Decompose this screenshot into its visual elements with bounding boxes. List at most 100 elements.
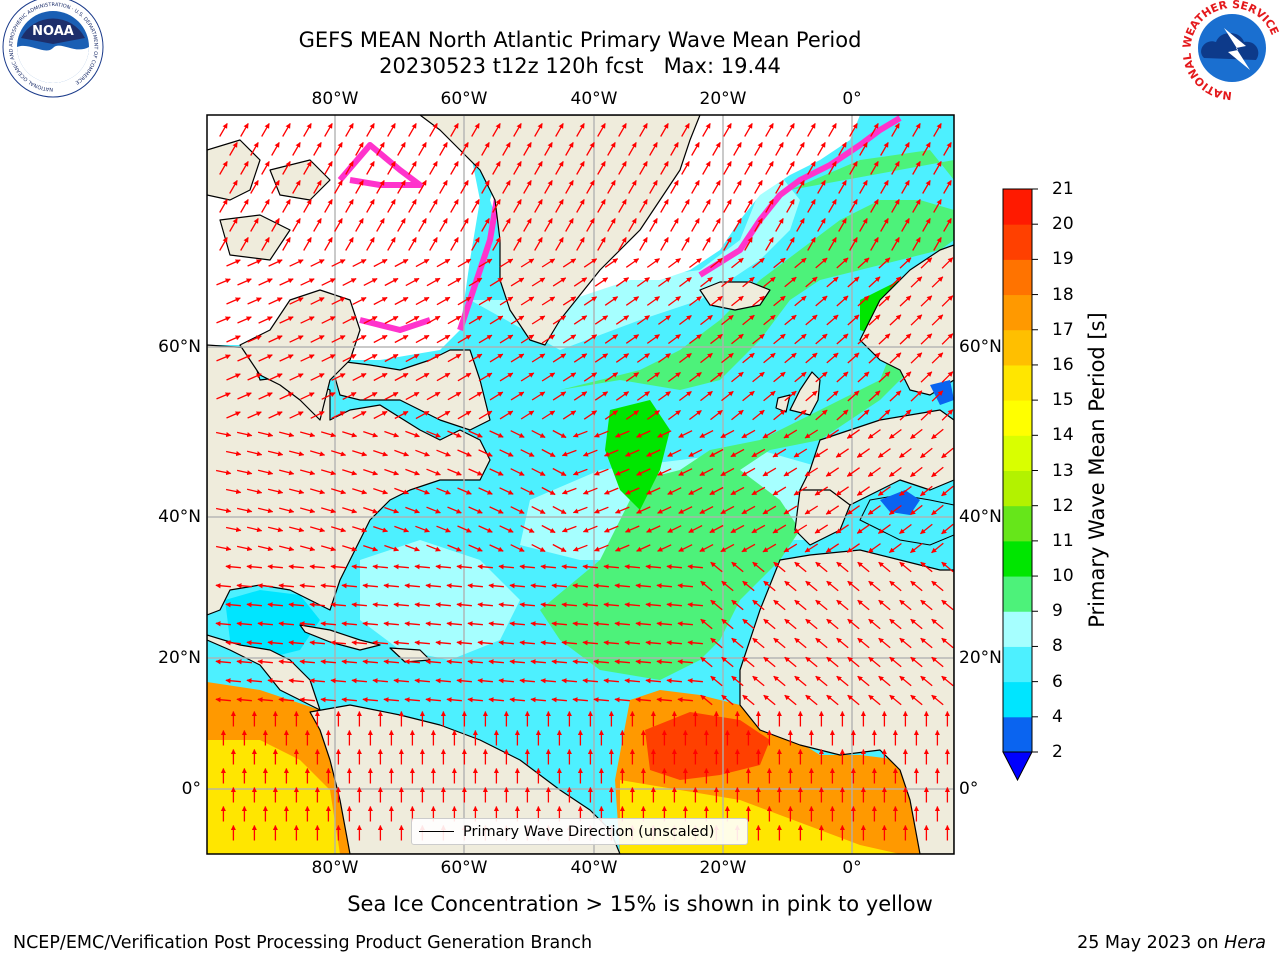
wave-arrow [731,561,744,573]
wave-arrow [247,411,262,419]
wave-arrow [267,488,284,495]
wave-arrow [530,583,546,589]
colorbar-segment [1003,611,1032,647]
wave-arrow [393,564,409,570]
wave-arrow [321,507,337,514]
wave-arrow [835,524,849,534]
wave-arrow [405,468,420,476]
wave-arrow [373,296,388,306]
wave-arrow [712,142,721,156]
wave-arrow [752,257,765,269]
wave-arrow [397,142,406,156]
wave-arrow [215,621,231,627]
wave-arrow [384,430,399,438]
wave-arrow [689,295,702,307]
wave-arrow [520,258,535,268]
wave-arrow [355,218,364,232]
wave-arrow [607,218,616,232]
wave-arrow [394,525,409,533]
wave-arrow [814,486,829,496]
wave-arrow [805,580,818,592]
wave-arrow [784,390,797,402]
wave-arrow [303,123,312,137]
wave-arrow [342,392,357,400]
wave-arrow [804,505,819,515]
wave-arrow [783,429,798,439]
colorbar-tick-label: 21 [1052,179,1074,199]
wave-arrow [436,296,451,306]
wave-arrow [910,504,923,516]
wave-arrow [615,353,630,363]
wave-arrow [912,161,921,175]
wave-arrow [447,277,462,287]
wave-arrow [920,371,933,383]
wave-arrow [582,487,598,495]
wave-arrow [457,410,472,420]
wave-arrow [658,277,671,287]
wave-arrow [471,237,480,251]
wave-arrow [531,277,546,287]
wave-arrow [216,316,231,324]
wave-arrow [826,314,839,326]
wave-arrow [268,373,283,381]
wave-arrow [489,544,504,552]
wave-arrow [237,316,252,324]
wave-arrow [510,391,525,401]
wave-arrow [414,602,430,608]
wave-arrow [679,276,692,288]
wave-arrow [720,505,735,515]
wave-arrow [847,314,860,326]
colorbar [1002,188,1038,782]
wave-arrow [555,199,564,213]
wave-arrow [468,391,483,401]
wave-arrow [313,180,322,194]
wave-arrow [857,409,870,421]
wave-arrow [700,352,713,364]
wave-arrow [646,525,661,533]
wave-arrow [765,123,774,137]
wave-arrow [246,526,263,533]
wave-arrow [240,237,249,251]
wave-arrow [667,487,682,495]
wave-arrow [352,450,368,457]
wave-arrow [258,316,273,324]
wave-arrow [450,123,459,137]
wave-arrow [920,447,933,459]
wave-arrow [624,602,640,608]
wave-arrow [721,390,734,402]
wave-arrow [531,391,546,401]
wave-arrow [345,199,354,213]
colorbar-tick-label: 17 [1052,319,1074,340]
wave-arrow [912,199,921,213]
wave-arrow [702,123,711,137]
wave-arrow [710,257,723,269]
wave-arrow [920,561,933,573]
wave-arrow [384,277,399,287]
wave-arrow [615,506,630,514]
map-subtitle: 20230523 t12z 120h fcst Max: 19.44 [379,54,781,78]
wave-arrow [754,142,763,156]
wave-arrow [408,199,417,213]
wave-arrow [733,180,742,194]
wave-arrow [450,199,459,213]
wave-arrow [268,297,283,305]
wave-arrow [292,180,301,194]
wave-arrow [625,525,640,533]
wave-arrow [670,218,679,232]
wave-arrow [565,180,574,194]
wave-arrow [310,488,326,495]
wave-arrow [216,392,231,400]
wave-arrow [786,123,795,137]
wave-arrow [773,409,786,421]
wave-arrow [594,391,609,401]
wave-arrow [712,180,721,194]
wave-arrow [510,277,525,287]
wave-arrow [668,371,681,383]
wave-arrow [922,218,931,232]
wave-arrow [615,544,630,552]
wave-arrow [742,390,755,402]
wave-arrow [625,487,640,495]
wave-arrow [846,467,860,477]
wave-arrow [796,142,805,156]
wave-arrow [762,505,777,515]
